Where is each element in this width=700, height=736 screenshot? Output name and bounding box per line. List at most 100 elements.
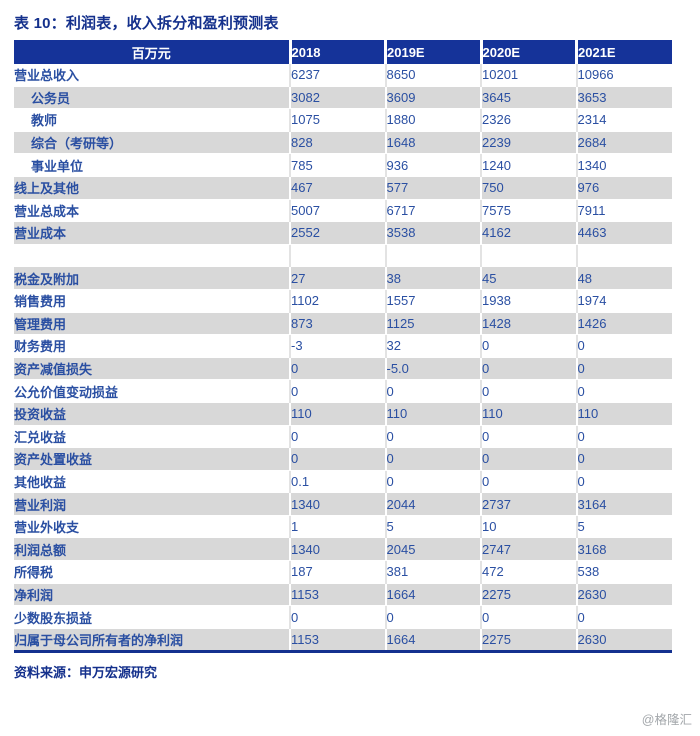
row-label: 投资收益 [14, 401, 290, 426]
cell-value: 828 [289, 130, 386, 155]
cell-value: 3645 [480, 85, 577, 110]
cell-value: 1426 [575, 311, 672, 336]
cell-value: 0 [384, 379, 481, 403]
cell-value: 0 [575, 447, 672, 471]
row-label: 其他收益 [14, 470, 290, 493]
table-row: 营业成本 2552 3538 4162 4463 [14, 221, 672, 245]
cell-value: 0 [480, 379, 577, 403]
cell-value: 110 [289, 401, 386, 426]
cell-value: 2275 [480, 582, 577, 607]
cell-value: 577 [384, 175, 481, 200]
table-row: 事业单位 785 936 1240 1340 [14, 153, 672, 177]
cell-value: 1428 [480, 311, 577, 336]
row-label: 归属于母公司所有者的净利润 [14, 627, 290, 653]
cell-value: 381 [384, 560, 481, 584]
cell-value: 1880 [384, 108, 481, 132]
row-label: 财务费用 [14, 334, 290, 358]
column-header-2021e: 2021E [575, 40, 672, 64]
cell-value: 0 [575, 334, 672, 358]
cell-value: 6237 [289, 64, 386, 87]
table-row: 营业利润 1340 2044 2737 3164 [14, 492, 672, 516]
cell-value: 2045 [384, 537, 481, 562]
cell-value: 0 [575, 379, 672, 403]
cell-value: 48 [575, 266, 672, 290]
cell-value: 0 [480, 425, 577, 448]
cell-value: 0 [384, 470, 481, 493]
cell-value: 0 [384, 447, 481, 471]
report-table-snippet: 表 10：利润表，收入拆分和盈利预测表 百万元 2018 2019E 2020E… [14, 15, 672, 680]
cell-value: 110 [575, 401, 672, 426]
table-row: 所得税 187 381 472 538 [14, 560, 672, 584]
cell-value: 2552 [289, 221, 386, 245]
cell-value: 1153 [289, 582, 386, 607]
cell-value: 3609 [384, 85, 481, 110]
cell-value: 2747 [480, 537, 577, 562]
table-title: 表 10：利润表，收入拆分和盈利预测表 [14, 15, 279, 32]
cell-value: 10966 [575, 64, 672, 87]
cell-value: 750 [480, 175, 577, 200]
table-row: 综合（考研等） 828 1648 2239 2684 [14, 130, 672, 155]
cell-value: 1125 [384, 311, 481, 336]
row-label [14, 244, 290, 267]
row-label: 营业总收入 [14, 64, 290, 87]
table-row: 投资收益 110 110 110 110 [14, 401, 672, 426]
cell-value: 0 [480, 356, 577, 381]
cell-value [480, 244, 577, 267]
row-label: 少数股东损益 [14, 605, 290, 629]
cell-value [575, 244, 672, 267]
column-header-2018: 2018 [288, 40, 386, 64]
row-label: 营业成本 [14, 221, 290, 245]
cell-value: 8650 [384, 64, 481, 87]
cell-value: 1102 [289, 289, 386, 313]
cell-value: 1340 [289, 537, 386, 562]
cell-value: 2326 [480, 108, 577, 132]
cell-value: 1075 [289, 108, 386, 132]
cell-value: 1938 [480, 289, 577, 313]
table-row [14, 244, 672, 267]
cell-value: -3 [289, 334, 386, 358]
cell-value: 538 [575, 560, 672, 584]
cell-value: 1648 [384, 130, 481, 155]
cell-value: 2275 [480, 627, 577, 653]
cell-value: 2630 [575, 627, 672, 653]
cell-value: 6717 [384, 199, 481, 222]
cell-value: 2314 [575, 108, 672, 132]
cell-value: 3538 [384, 221, 481, 245]
cell-value: 1240 [480, 153, 577, 177]
cell-value: 467 [289, 175, 386, 200]
row-label: 公务员 [14, 85, 290, 110]
cell-value: 3082 [289, 85, 386, 110]
table-row: 其他收益 0.1 0 0 0 [14, 470, 672, 493]
table-row: 净利润 1153 1664 2275 2630 [14, 582, 672, 607]
cell-value: 3168 [575, 537, 672, 562]
row-label: 资产减值损失 [14, 356, 290, 381]
cell-value: 785 [289, 153, 386, 177]
cell-value: 3164 [575, 492, 672, 516]
cell-value: 2737 [480, 492, 577, 516]
cell-value: 1340 [575, 153, 672, 177]
row-label: 管理费用 [14, 311, 290, 336]
table-row: 管理费用 873 1125 1428 1426 [14, 311, 672, 336]
row-label: 税金及附加 [14, 266, 290, 290]
table-row: 少数股东损益 0 0 0 0 [14, 605, 672, 629]
gelonghui-watermark: @格隆汇 [641, 713, 692, 727]
table-row: 汇兑收益 0 0 0 0 [14, 425, 672, 448]
table-row: 营业总成本 5007 6717 7575 7911 [14, 199, 672, 222]
cell-value: 0 [289, 425, 386, 448]
row-label: 营业利润 [14, 492, 290, 516]
cell-value: 0 [289, 605, 386, 629]
cell-value: 1 [289, 515, 386, 538]
table-row: 归属于母公司所有者的净利润 1153 1664 2275 2630 [14, 627, 672, 653]
cell-value [289, 244, 386, 267]
cell-value: 0 [289, 356, 386, 381]
column-header-2020e: 2020E [479, 40, 577, 64]
cell-value: 2044 [384, 492, 481, 516]
row-label: 营业总成本 [14, 199, 290, 222]
table-row: 教师 1075 1880 2326 2314 [14, 108, 672, 132]
cell-value: 5007 [289, 199, 386, 222]
table-row: 营业总收入 6237 8650 10201 10966 [14, 64, 672, 87]
row-label: 线上及其他 [14, 175, 290, 200]
row-label: 综合（考研等） [14, 130, 290, 155]
table-row: 财务费用 -3 32 0 0 [14, 334, 672, 358]
cell-value: 0 [575, 470, 672, 493]
